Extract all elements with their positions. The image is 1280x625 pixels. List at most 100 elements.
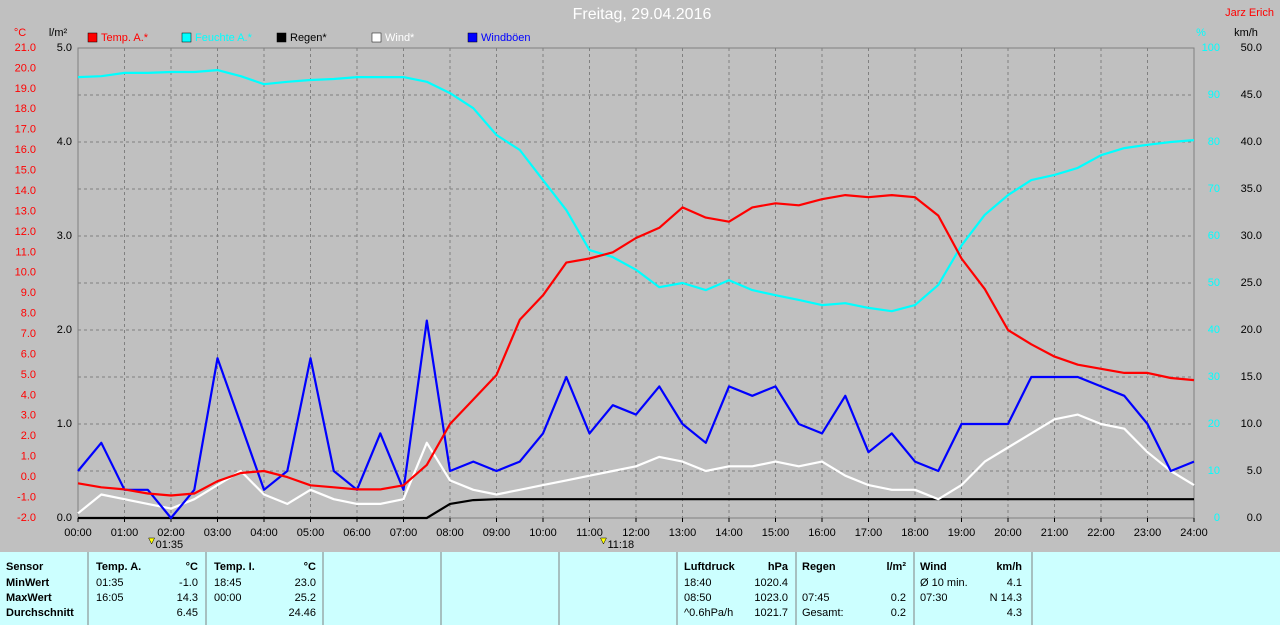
x-tick-label: 21:00	[1041, 527, 1069, 539]
y-tick-label: 30.0	[1241, 230, 1262, 242]
y-tick-label: 50.0	[1241, 42, 1262, 54]
table-cell: MaxWert	[6, 592, 52, 604]
y-tick-label: 70	[1208, 183, 1220, 195]
x-tick-label: 06:00	[343, 527, 371, 539]
table-cell: 0.2	[891, 592, 906, 604]
y-tick-label: 25.0	[1241, 277, 1262, 289]
x-tick-label: 13:00	[669, 527, 697, 539]
table-cell: 0.2	[891, 607, 906, 619]
legend-swatch	[467, 32, 478, 43]
table-cell: -1.0	[179, 577, 198, 589]
x-tick-label: 11:00	[576, 527, 603, 539]
chart: Freitag, 29.04.2016 Jarz Erich °C l/m² %…	[14, 6, 1274, 551]
y-tick-label: 5.0	[21, 369, 36, 381]
series-line	[78, 498, 1194, 520]
legend-label: Temp. A.*	[101, 32, 149, 44]
x-tick-label: 17:00	[855, 527, 883, 539]
table-cell: 23.0	[295, 577, 316, 589]
table-cell: Durchschnitt	[6, 607, 74, 619]
table-cell: hPa	[768, 561, 789, 573]
y-tick-label: 35.0	[1241, 183, 1262, 195]
author: Jarz Erich	[1225, 7, 1274, 19]
table-cell: 07:45	[802, 592, 830, 604]
series-line	[77, 319, 1195, 520]
x-tick-label: 23:00	[1134, 527, 1162, 539]
table-cell: 18:40	[684, 577, 712, 589]
legend-label: Windböen	[481, 32, 531, 44]
y-tick-label: 0.0	[21, 471, 36, 483]
table-cell: °C	[304, 561, 316, 573]
x-tick-label: 02:00	[157, 527, 185, 539]
y-tick-label: 5.0	[57, 42, 72, 54]
table-cell: N 14.3	[990, 592, 1022, 604]
y-tick-label: 14.0	[15, 185, 36, 197]
x-tick-label: 22:00	[1087, 527, 1115, 539]
table-cell: °C	[186, 561, 198, 573]
y-tick-label: 3.0	[21, 410, 36, 422]
legend-swatch	[276, 32, 287, 43]
y-tick-label: 5.0	[1247, 465, 1262, 477]
x-tick-label: 09:00	[483, 527, 511, 539]
y-tick-label: 12.0	[15, 226, 36, 238]
y-tick-label: 0	[1214, 512, 1220, 524]
y-tick-label: 10	[1208, 465, 1220, 477]
x-tick-label: 20:00	[994, 527, 1022, 539]
y-tick-label: 17.0	[15, 124, 36, 136]
y-tick-label: 40.0	[1241, 136, 1262, 148]
table-cell: Regen	[802, 561, 836, 573]
x-tick-label: 18:00	[901, 527, 929, 539]
y-tick-label: 21.0	[15, 42, 36, 54]
table-cell: 25.2	[295, 592, 316, 604]
y-tick-label: 9.0	[21, 287, 36, 299]
axis-unit: l/m²	[49, 27, 68, 39]
y-tick-label: -1.0	[17, 491, 36, 503]
table-cell: l/m²	[886, 561, 906, 573]
y-tick-label: 50	[1208, 277, 1220, 289]
y-tick-label: 16.0	[15, 144, 36, 156]
y-tick-label: 0.0	[57, 512, 72, 524]
y-tick-label: 1.0	[21, 451, 36, 463]
y-tick-label: 80	[1208, 136, 1220, 148]
table-cell: km/h	[996, 561, 1022, 573]
y-tick-label: 20.0	[15, 62, 36, 74]
table-cell: Wind	[920, 561, 947, 573]
table-cell: 4.1	[1007, 577, 1022, 589]
table-cell: 1020.4	[754, 577, 788, 589]
table-cell: ^0.6hPa/h	[684, 607, 733, 619]
table-cell: Luftdruck	[684, 561, 736, 573]
y-tick-label: 0.0	[1247, 512, 1262, 524]
x-tick-label: 03:00	[204, 527, 232, 539]
legend-swatch	[181, 32, 192, 43]
y-tick-label: 2.0	[57, 324, 72, 336]
table-cell: 1021.7	[754, 607, 788, 619]
y-tick-label: 20	[1208, 418, 1220, 430]
legend-label: Feuchte A.*	[195, 32, 253, 44]
table-cell: Ø 10 min.	[920, 577, 968, 589]
x-tick-label: 00:00	[64, 527, 92, 539]
table-cell: 1023.0	[754, 592, 788, 604]
y-tick-label: 100	[1202, 42, 1220, 54]
x-tick-label: 08:00	[436, 527, 464, 539]
table-cell: 08:50	[684, 592, 712, 604]
y-tick-label: 18.0	[15, 103, 36, 115]
axis-unit: km/h	[1234, 27, 1258, 39]
table-cell: Temp. I.	[214, 561, 255, 573]
y-tick-label: 10.0	[1241, 418, 1262, 430]
stats-table: Sensor MinWert MaxWert Durchschnitt Temp. A.…	[0, 552, 1280, 625]
y-tick-label: 90	[1208, 89, 1220, 101]
table-cell: 01:35	[96, 577, 124, 589]
axis-unit: %	[1196, 27, 1206, 39]
table-cell: 14.3	[177, 592, 198, 604]
x-tick-label: 10:00	[529, 527, 557, 539]
x-tick-label: 24:00	[1180, 527, 1208, 539]
y-tick-label: 10.0	[15, 267, 36, 279]
x-tick-label: 05:00	[297, 527, 325, 539]
series-line	[77, 194, 1195, 497]
legend-label: Regen*	[290, 32, 327, 44]
annotation-label: 11:18	[607, 539, 634, 551]
table-cell: 4.3	[1007, 607, 1022, 619]
y-tick-label: 60	[1208, 230, 1220, 242]
y-tick-label: -2.0	[17, 512, 36, 524]
y-tick-label: 19.0	[15, 83, 36, 95]
